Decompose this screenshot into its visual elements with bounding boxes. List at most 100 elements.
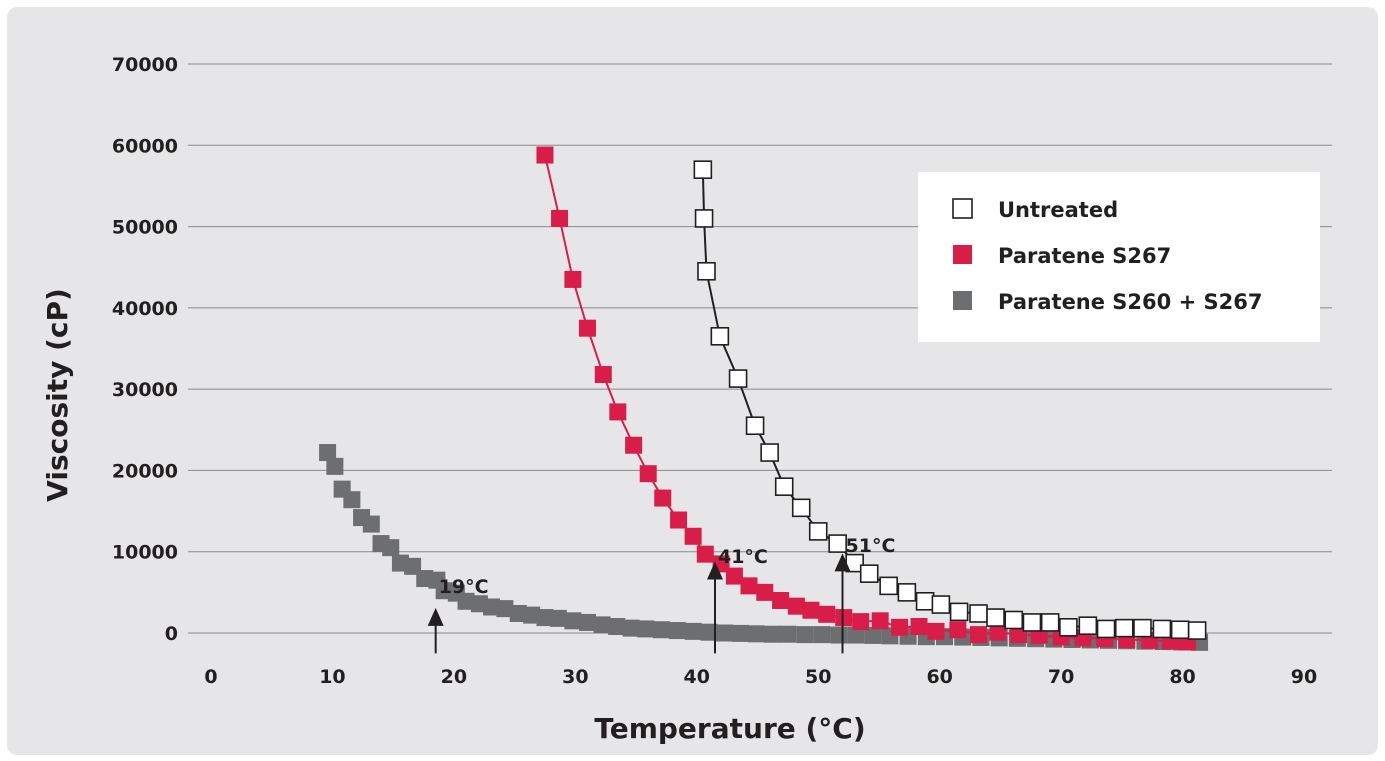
data-point [796, 626, 814, 644]
data-point [779, 625, 797, 643]
data-point [670, 511, 688, 529]
legend: Untreated Paratene S267 Paratene S260 + S2… [918, 172, 1320, 342]
x-tick-labels: 0 10 20 30 40 50 60 70 80 90 [204, 666, 1317, 688]
data-point [813, 626, 831, 644]
data-point [830, 626, 848, 644]
data-point [728, 369, 748, 388]
data-point [745, 416, 765, 436]
legend-marker [952, 198, 973, 219]
data-point [774, 477, 794, 496]
data-point [989, 623, 1007, 641]
series-group [319, 146, 1209, 651]
legend-label: Paratene S267 [998, 244, 1171, 268]
y-axis-title: Viscosity (cP) [41, 288, 74, 502]
data-point [609, 403, 627, 421]
data-point [382, 539, 400, 557]
legend-box [918, 172, 1320, 342]
y-tick-label: 10000 [112, 542, 178, 564]
y-tick-label: 0 [165, 623, 178, 645]
series-1 [536, 146, 1196, 651]
data-point [1133, 618, 1152, 638]
data-point [864, 626, 882, 644]
data-point [639, 465, 657, 483]
data-point [970, 626, 988, 644]
data-point [608, 617, 626, 635]
data-point [578, 613, 596, 631]
data-point [697, 261, 716, 281]
annotation-arrowhead [427, 607, 444, 626]
series-0 [693, 160, 1207, 640]
data-point [927, 622, 945, 640]
x-tick-label: 40 [684, 666, 710, 688]
data-point [740, 577, 758, 595]
data-point [787, 597, 805, 615]
legend-label: Untreated [998, 198, 1118, 222]
data-point [731, 624, 749, 642]
data-point [891, 618, 909, 636]
x-axis-title: Temperature (°C) [594, 712, 865, 745]
data-point [343, 491, 361, 509]
data-point [564, 612, 582, 630]
data-point [509, 604, 527, 622]
data-point [622, 619, 640, 637]
data-point [949, 621, 967, 639]
data-point [818, 605, 836, 623]
data-point [696, 545, 714, 563]
x-tick-label: 90 [1291, 666, 1317, 688]
data-point [536, 609, 554, 627]
data-point [949, 602, 969, 622]
data-point [536, 146, 554, 164]
x-tick-label: 20 [441, 666, 467, 688]
data-point [1096, 619, 1116, 639]
data-point [772, 591, 790, 609]
data-point [637, 620, 655, 638]
data-point [1114, 618, 1134, 638]
data-point [654, 489, 672, 507]
data-point [710, 327, 730, 346]
x-tick-label: 30 [562, 666, 588, 688]
data-point [1170, 620, 1190, 640]
data-point [653, 621, 671, 639]
legend-marker [953, 245, 972, 264]
y-tick-label: 40000 [112, 298, 178, 320]
y-tick-label: 70000 [112, 54, 178, 76]
legend-label: Paratene S260 + S267 [998, 290, 1262, 314]
y-tick-label: 60000 [112, 135, 178, 157]
data-point [828, 534, 847, 553]
data-point [915, 591, 935, 611]
data-point [549, 609, 567, 627]
data-point [326, 457, 344, 475]
data-point [684, 622, 702, 640]
data-point [871, 612, 889, 630]
data-point [847, 626, 865, 644]
data-point [693, 160, 713, 179]
data-point [362, 515, 380, 533]
data-point [969, 604, 988, 623]
data-point [791, 498, 811, 518]
annotation-label: 19°C [439, 576, 489, 598]
data-point [700, 623, 718, 641]
y-tick-label: 20000 [112, 460, 178, 482]
data-point [879, 576, 898, 596]
data-point [668, 622, 686, 640]
legend-marker [953, 291, 972, 310]
annotations: 19°C 41°C 51°C [427, 535, 895, 654]
data-point [1022, 613, 1042, 632]
data-point [593, 616, 611, 634]
data-point [457, 592, 475, 610]
data-point [319, 444, 337, 462]
x-tick-label: 0 [204, 666, 217, 688]
data-point [551, 209, 569, 227]
y-tick-label: 30000 [112, 379, 178, 401]
data-point [523, 606, 541, 624]
data-point [1059, 618, 1078, 637]
data-point [747, 625, 765, 643]
data-point [496, 600, 514, 618]
y-tick-label: 50000 [112, 217, 178, 239]
data-point [578, 319, 596, 337]
data-point [897, 583, 917, 602]
data-point [684, 527, 702, 545]
annotation-arrowhead [706, 561, 723, 580]
data-point [625, 436, 643, 454]
